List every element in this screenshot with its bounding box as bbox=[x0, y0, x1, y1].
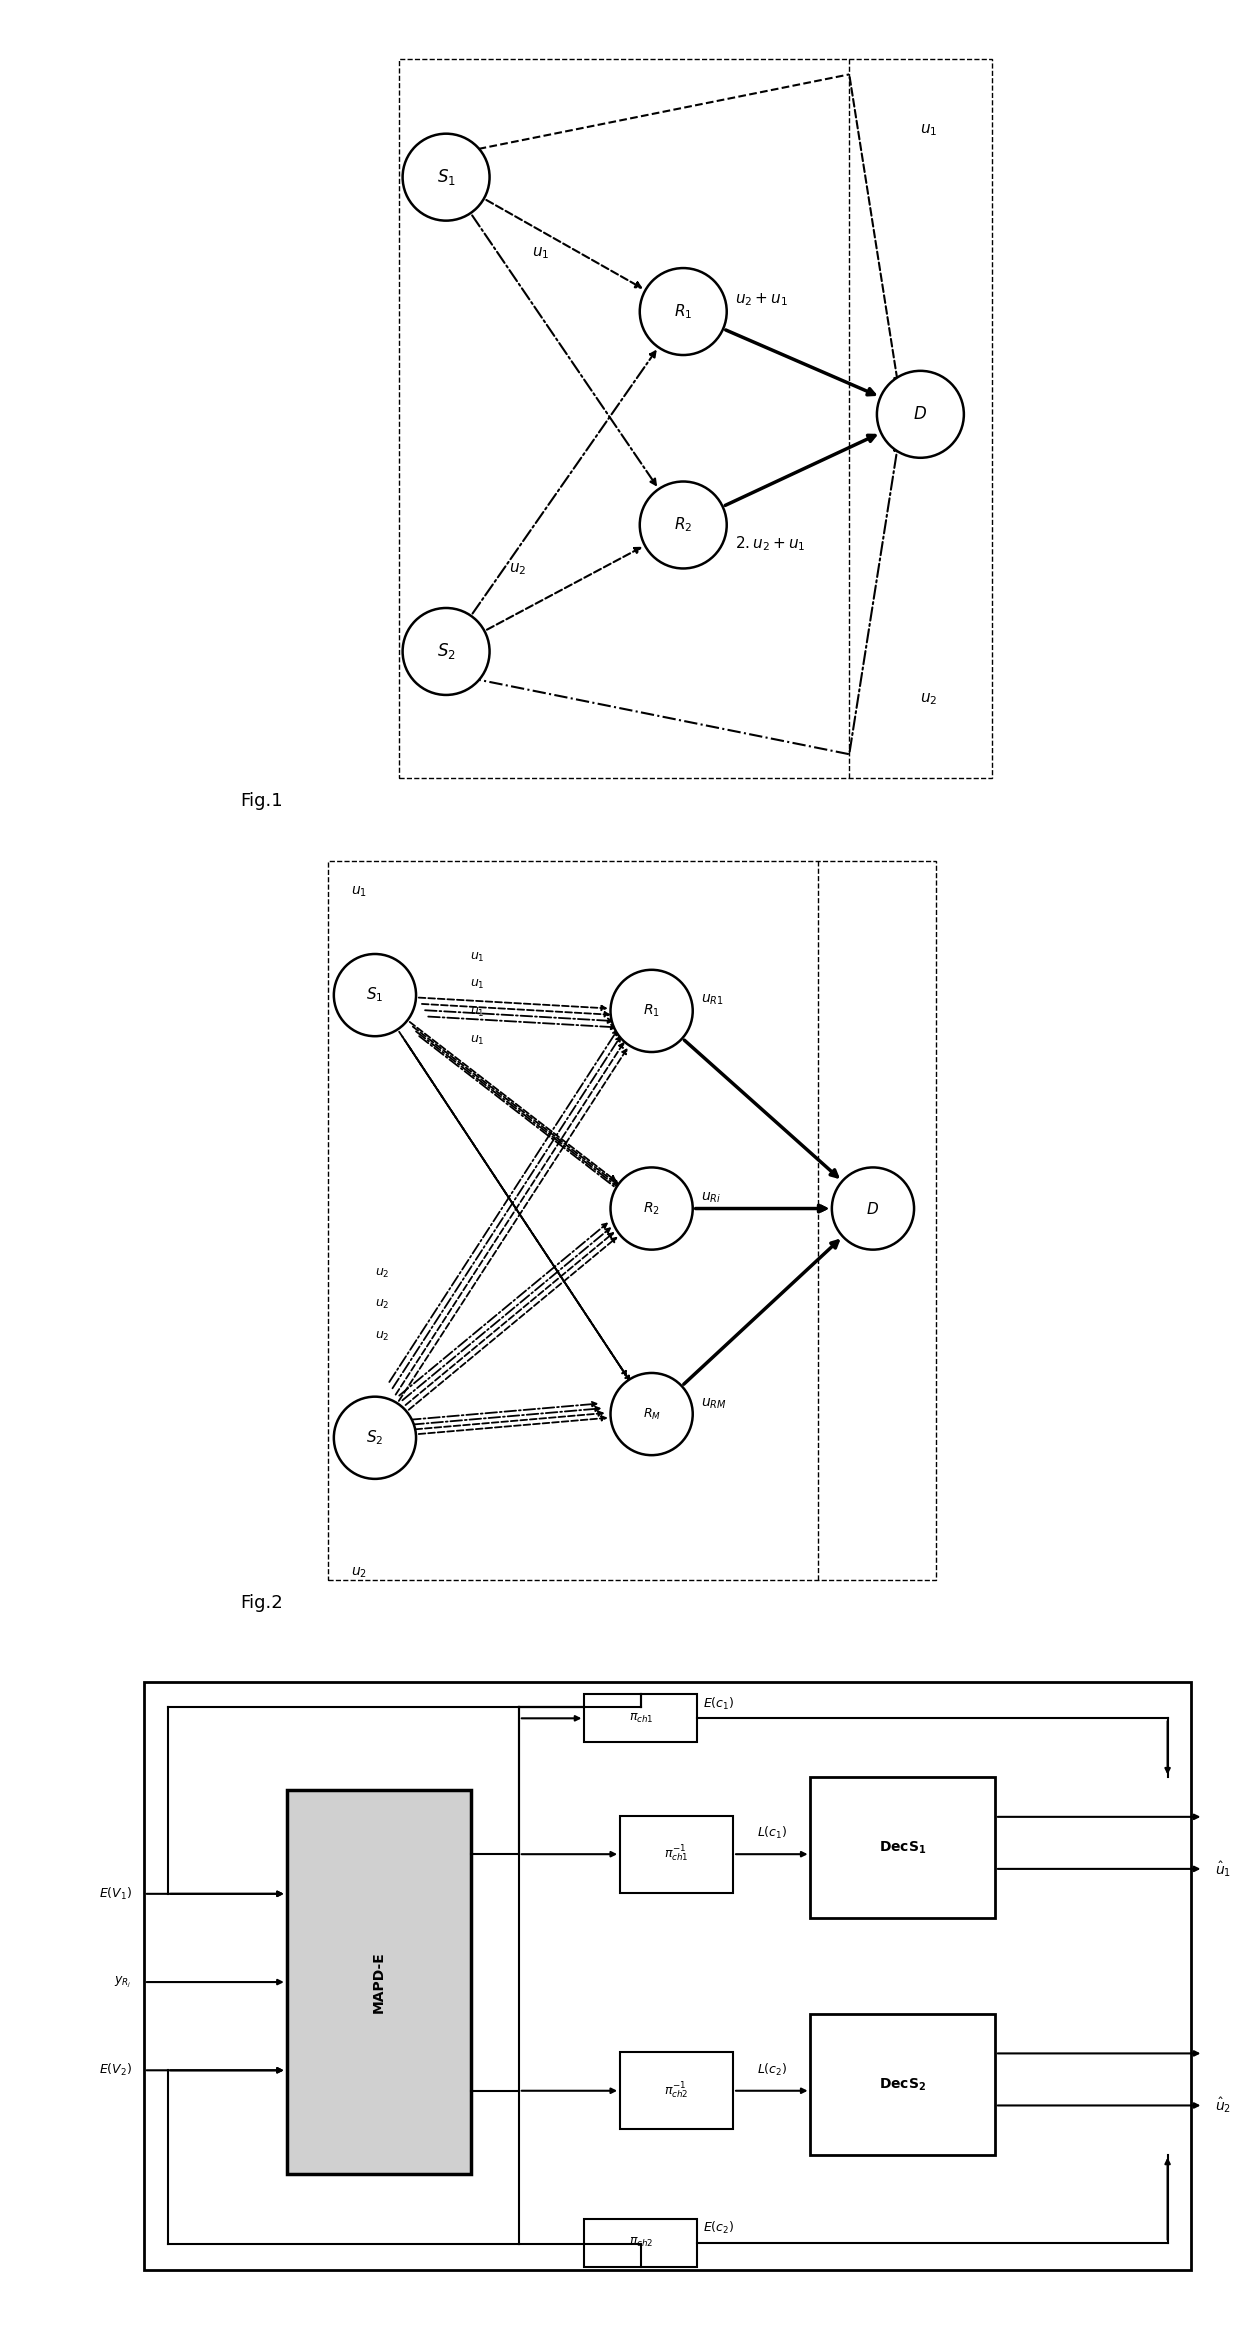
Text: $u_2$: $u_2$ bbox=[374, 1330, 389, 1344]
Text: $u_2$: $u_2$ bbox=[351, 1565, 367, 1581]
Circle shape bbox=[877, 372, 963, 458]
Text: $u_2$: $u_2$ bbox=[374, 1267, 389, 1279]
Text: $\pi_{ch2}$: $\pi_{ch2}$ bbox=[629, 2237, 653, 2248]
Bar bbox=[584, 1695, 697, 1741]
Circle shape bbox=[334, 1397, 417, 1479]
Text: $u_1$: $u_1$ bbox=[470, 1007, 485, 1018]
Text: $D$: $D$ bbox=[867, 1200, 879, 1216]
Text: $R_M$: $R_M$ bbox=[642, 1407, 661, 1421]
Circle shape bbox=[334, 953, 417, 1037]
Circle shape bbox=[610, 1374, 693, 1455]
Text: $E(c_1)$: $E(c_1)$ bbox=[703, 1695, 735, 1711]
Bar bbox=[811, 2013, 994, 2155]
Circle shape bbox=[610, 1167, 693, 1249]
Text: $u_{RM}$: $u_{RM}$ bbox=[701, 1395, 727, 1411]
Text: $\pi_{ch1}$: $\pi_{ch1}$ bbox=[629, 1711, 653, 1725]
Text: $u_1$: $u_1$ bbox=[470, 951, 485, 963]
Text: $L(c_1)$: $L(c_1)$ bbox=[756, 1825, 787, 1841]
Text: $R_1$: $R_1$ bbox=[644, 1002, 660, 1018]
Text: $u_{R1}$: $u_{R1}$ bbox=[701, 993, 723, 1007]
Text: $u_1$: $u_1$ bbox=[470, 979, 485, 990]
Text: Fig.1: Fig.1 bbox=[241, 790, 283, 809]
Text: $\mathbf{DecS_1}$: $\mathbf{DecS_1}$ bbox=[879, 1839, 926, 1855]
Bar bbox=[144, 1681, 1192, 2269]
Text: $R_2$: $R_2$ bbox=[675, 516, 692, 535]
Circle shape bbox=[640, 481, 727, 570]
Text: $u_1$: $u_1$ bbox=[351, 884, 367, 900]
Circle shape bbox=[403, 133, 490, 221]
Text: $E(c_2)$: $E(c_2)$ bbox=[703, 2220, 735, 2237]
Text: $E(V_1)$: $E(V_1)$ bbox=[99, 1886, 131, 1902]
Bar bbox=[620, 1816, 733, 1893]
Text: $L(c_2)$: $L(c_2)$ bbox=[756, 2062, 787, 2079]
Text: $S_1$: $S_1$ bbox=[436, 167, 455, 188]
Bar bbox=[811, 1776, 994, 1918]
Text: $R_1$: $R_1$ bbox=[675, 302, 692, 321]
Text: $\hat{u}_2$: $\hat{u}_2$ bbox=[1215, 2095, 1231, 2116]
Text: $S_2$: $S_2$ bbox=[366, 1428, 383, 1446]
Text: $\mathbf{DecS_2}$: $\mathbf{DecS_2}$ bbox=[879, 2076, 926, 2092]
Text: $\hat{u}_1$: $\hat{u}_1$ bbox=[1215, 1860, 1231, 1879]
Text: $D$: $D$ bbox=[914, 405, 928, 423]
Text: Fig.2: Fig.2 bbox=[241, 1593, 283, 1611]
Text: $\pi_{ch2}^{-1}$: $\pi_{ch2}^{-1}$ bbox=[665, 2081, 688, 2102]
Circle shape bbox=[832, 1167, 914, 1249]
Text: $2.u_2 + u_1$: $2.u_2 + u_1$ bbox=[734, 535, 805, 553]
Text: $\pi_{ch1}^{-1}$: $\pi_{ch1}^{-1}$ bbox=[665, 1844, 689, 1865]
Text: $u_2$: $u_2$ bbox=[920, 691, 937, 707]
Bar bbox=[620, 2053, 733, 2130]
Text: $u_1$: $u_1$ bbox=[470, 1035, 485, 1046]
Text: $y_{R_j}$: $y_{R_j}$ bbox=[114, 1974, 131, 1990]
Text: MAPD-E: MAPD-E bbox=[372, 1951, 386, 2013]
Text: $S_2$: $S_2$ bbox=[436, 642, 455, 663]
Text: $u_1$: $u_1$ bbox=[532, 244, 549, 260]
Circle shape bbox=[610, 970, 693, 1051]
Text: $u_2 + u_1$: $u_2 + u_1$ bbox=[734, 291, 787, 309]
Text: $u_2$: $u_2$ bbox=[374, 1297, 389, 1311]
Text: $E(V_2)$: $E(V_2)$ bbox=[99, 2062, 131, 2079]
Bar bbox=[286, 1790, 471, 2174]
Text: $R_2$: $R_2$ bbox=[644, 1200, 660, 1216]
Text: $u_1$: $u_1$ bbox=[920, 121, 937, 137]
Circle shape bbox=[640, 267, 727, 356]
Text: $u_2$: $u_2$ bbox=[508, 560, 526, 577]
Circle shape bbox=[403, 607, 490, 695]
Bar bbox=[584, 2218, 697, 2267]
Text: $S_1$: $S_1$ bbox=[366, 986, 383, 1004]
Text: $u_{Ri}$: $u_{Ri}$ bbox=[701, 1190, 720, 1204]
